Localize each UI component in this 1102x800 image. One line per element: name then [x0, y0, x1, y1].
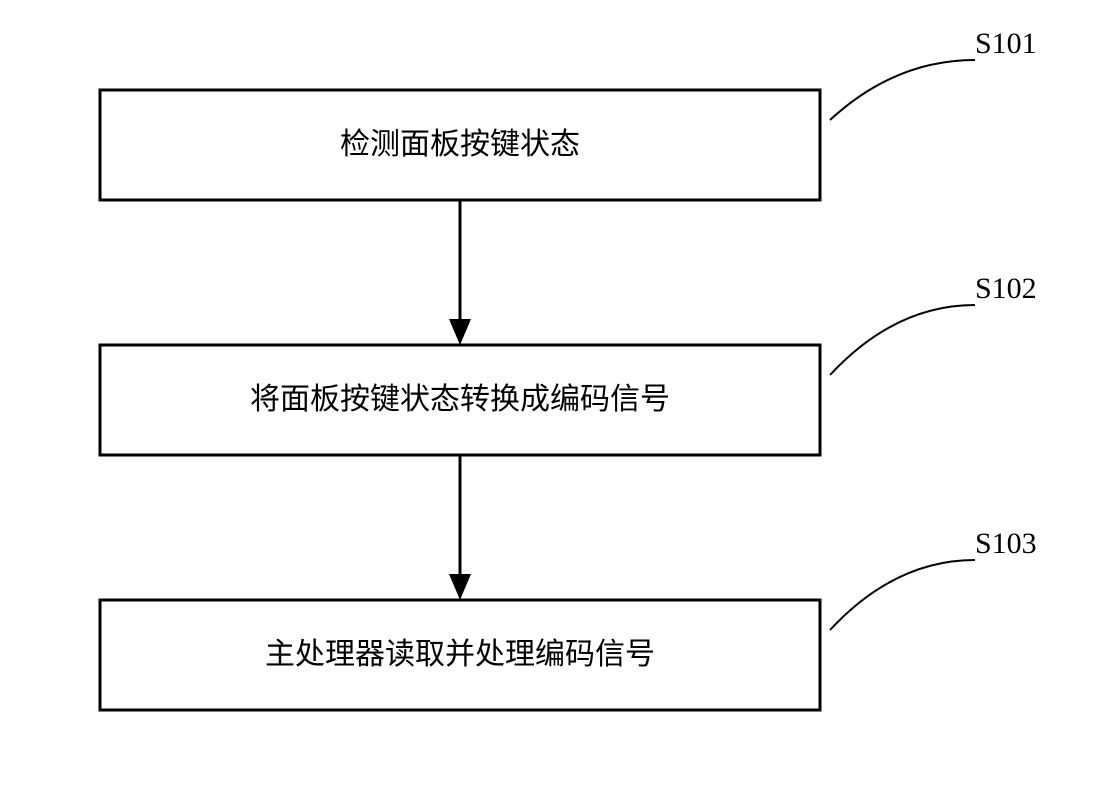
flowchart-diagram: 检测面板按键状态 S101 将面板按键状态转换成编码信号 S102 主处理器读取并处理编… [0, 0, 1102, 800]
step-tag: S103 [975, 527, 1037, 560]
step-tag: S102 [975, 272, 1037, 305]
step-label: 将面板按键状态转换成编码信号 [250, 383, 670, 416]
step-label: 主处理器读取并处理编码信号 [265, 638, 655, 671]
step-label: 检测面板按键状态 [340, 128, 580, 161]
step-tag: S101 [975, 27, 1037, 60]
